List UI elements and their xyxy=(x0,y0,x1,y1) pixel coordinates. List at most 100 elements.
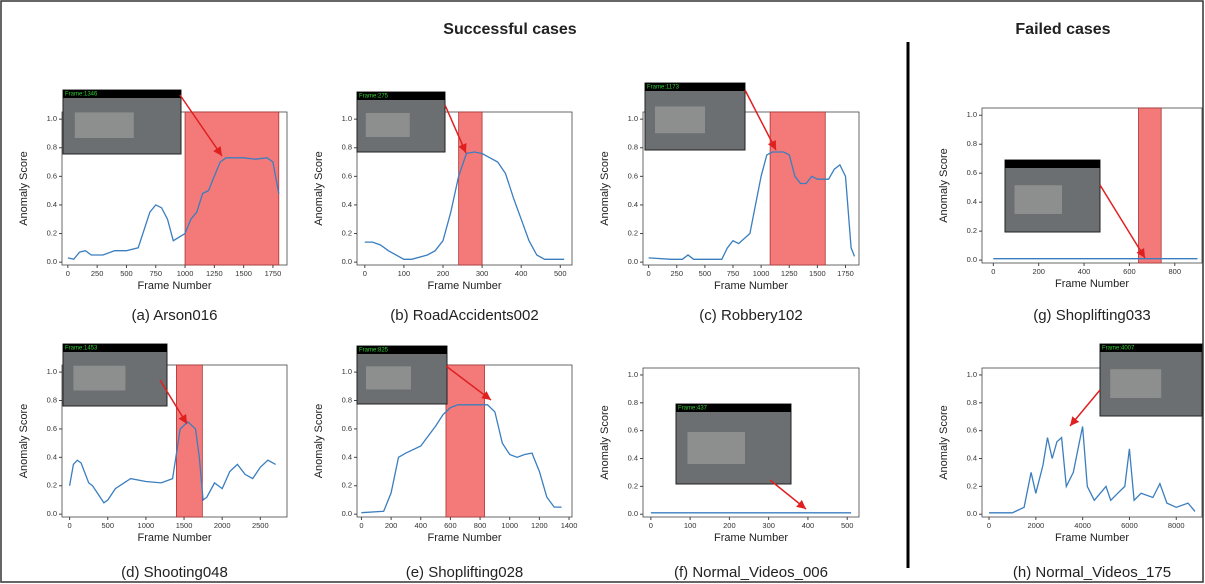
x-tick-label: 500 xyxy=(120,269,133,278)
y-axis-label: Anomaly Score xyxy=(938,148,950,223)
y-tick-label: 0.4 xyxy=(628,200,638,209)
x-tick-label: 0 xyxy=(649,521,653,530)
x-tick-label: 200 xyxy=(723,521,736,530)
anomaly-region xyxy=(770,112,825,265)
y-tick-label: 0.6 xyxy=(628,426,638,435)
x-axis-label: Frame Number xyxy=(428,532,502,544)
y-tick-label: 0.8 xyxy=(628,143,638,152)
inset-scene xyxy=(75,112,134,138)
y-axis-label: Anomaly Score xyxy=(599,405,611,480)
x-tick-label: 100 xyxy=(398,269,411,278)
y-tick-label: 0.4 xyxy=(628,453,638,462)
x-tick-label: 0 xyxy=(647,269,651,278)
figure: Successful cases Failed cases 0.00.20.40… xyxy=(0,0,1205,584)
x-tick-label: 1000 xyxy=(753,269,770,278)
x-tick-label: 8000 xyxy=(1168,521,1185,530)
y-tick-label: 1.0 xyxy=(967,110,977,119)
inset-scene xyxy=(688,432,746,464)
y-tick-label: 0.8 xyxy=(47,143,57,152)
x-tick-label: 400 xyxy=(515,269,528,278)
y-tick-label: 0.2 xyxy=(47,229,57,238)
section-heading: Failed cases xyxy=(1015,21,1110,38)
x-tick-label: 1750 xyxy=(265,269,282,278)
x-axis-label: Frame Number xyxy=(428,280,502,292)
y-tick-label: 0.0 xyxy=(342,509,352,518)
x-tick-label: 2500 xyxy=(252,521,269,530)
x-tick-label: 300 xyxy=(476,269,489,278)
x-tick-label: 500 xyxy=(841,521,854,530)
y-tick-label: 0.4 xyxy=(342,452,352,461)
y-tick-label: 0.0 xyxy=(47,257,57,266)
x-tick-label: 500 xyxy=(554,269,567,278)
anomaly-region xyxy=(185,112,279,265)
x-tick-label: 250 xyxy=(670,269,683,278)
x-tick-label: 2000 xyxy=(214,521,231,530)
y-tick-label: 0.8 xyxy=(967,398,977,407)
x-axis-label: Frame Number xyxy=(1055,532,1129,544)
x-tick-label: 4000 xyxy=(1074,521,1091,530)
y-tick-label: 1.0 xyxy=(342,367,352,376)
y-tick-label: 0.2 xyxy=(967,226,977,235)
inset-scene xyxy=(366,366,411,389)
y-tick-label: 0.2 xyxy=(628,229,638,238)
x-tick-label: 1200 xyxy=(531,521,548,530)
x-tick-label: 600 xyxy=(444,521,457,530)
y-tick-label: 0.4 xyxy=(967,453,977,462)
y-tick-label: 1.0 xyxy=(47,367,57,376)
x-tick-label: 200 xyxy=(437,269,450,278)
anomaly-region xyxy=(176,365,202,517)
x-tick-label: 1250 xyxy=(206,269,223,278)
frame-label: Frame:1346 xyxy=(65,92,98,98)
y-axis-label: Anomaly Score xyxy=(18,151,30,226)
x-tick-label: 1250 xyxy=(781,269,798,278)
x-tick-label: 1000 xyxy=(138,521,155,530)
x-axis-label: Frame Number xyxy=(138,280,212,292)
caption: (b) RoadAccidents002 xyxy=(390,307,538,324)
x-tick-label: 250 xyxy=(91,269,104,278)
y-tick-label: 0.0 xyxy=(342,257,352,266)
y-tick-label: 0.4 xyxy=(47,200,57,209)
x-tick-label: 400 xyxy=(802,521,815,530)
x-tick-label: 750 xyxy=(727,269,740,278)
x-tick-label: 2000 xyxy=(1027,521,1044,530)
y-tick-label: 0.6 xyxy=(628,171,638,180)
y-tick-label: 0.2 xyxy=(342,229,352,238)
y-tick-label: 0.6 xyxy=(967,168,977,177)
y-axis-label: Anomaly Score xyxy=(18,404,30,479)
caption: (g) Shoplifting033 xyxy=(1033,307,1151,324)
y-axis-label: Anomaly Score xyxy=(313,151,325,226)
x-axis-label: Frame Number xyxy=(1055,278,1129,290)
x-tick-label: 600 xyxy=(1123,267,1136,276)
x-tick-label: 100 xyxy=(684,521,697,530)
caption: (e) Shoplifting028 xyxy=(406,564,524,581)
y-tick-label: 0.8 xyxy=(967,139,977,148)
x-tick-label: 500 xyxy=(102,521,115,530)
inset-scene xyxy=(1110,369,1161,398)
frame-label: Frame:275 xyxy=(359,94,389,100)
x-tick-label: 1500 xyxy=(176,521,193,530)
caption: (c) Robbery102 xyxy=(699,307,802,324)
inset-scene xyxy=(655,106,705,133)
x-tick-label: 0 xyxy=(991,267,995,276)
y-tick-label: 0.2 xyxy=(967,481,977,490)
y-tick-label: 0.2 xyxy=(342,481,352,490)
y-tick-label: 0.6 xyxy=(342,424,352,433)
y-tick-label: 0.4 xyxy=(967,197,977,206)
inset-bar xyxy=(1005,160,1100,168)
frame-label: Frame:825 xyxy=(359,348,389,354)
caption: (f) Normal_Videos_006 xyxy=(674,564,828,581)
x-tick-label: 400 xyxy=(415,521,428,530)
inset-scene xyxy=(73,366,125,391)
x-tick-label: 0 xyxy=(987,521,991,530)
y-tick-label: 0.8 xyxy=(47,395,57,404)
y-tick-label: 0.2 xyxy=(47,481,57,490)
frame-label: Frame:1173 xyxy=(647,85,680,91)
x-tick-label: 1500 xyxy=(235,269,252,278)
x-axis-label: Frame Number xyxy=(138,532,212,544)
y-tick-label: 1.0 xyxy=(628,370,638,379)
y-axis-label: Anomaly Score xyxy=(938,405,950,480)
y-tick-label: 1.0 xyxy=(967,370,977,379)
y-tick-label: 0.0 xyxy=(628,509,638,518)
x-axis-label: Frame Number xyxy=(714,532,788,544)
y-tick-label: 0.8 xyxy=(342,395,352,404)
